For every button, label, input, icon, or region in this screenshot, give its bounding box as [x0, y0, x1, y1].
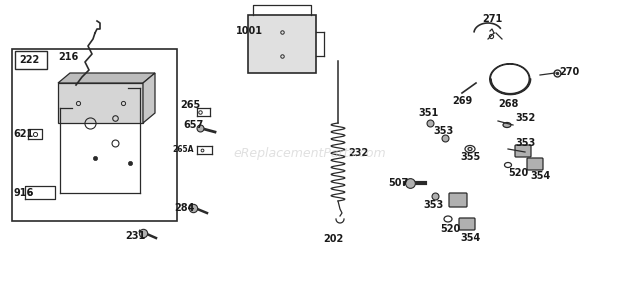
FancyBboxPatch shape [527, 158, 543, 170]
Text: 269: 269 [452, 96, 472, 106]
Text: 1001: 1001 [236, 26, 263, 36]
Text: 355: 355 [460, 152, 481, 162]
Text: 621: 621 [13, 129, 33, 139]
Ellipse shape [503, 123, 511, 128]
Polygon shape [143, 73, 155, 123]
Bar [58, 83, 143, 123]
Text: 268: 268 [498, 99, 518, 109]
Bar [12, 49, 177, 221]
Text: 265: 265 [180, 100, 200, 110]
Text: 231: 231 [125, 231, 145, 241]
Text: 657: 657 [183, 120, 203, 130]
Text: 284: 284 [174, 203, 195, 213]
Text: 232: 232 [348, 148, 368, 158]
FancyBboxPatch shape [449, 193, 467, 207]
Text: 520: 520 [440, 224, 460, 234]
Text: 202: 202 [323, 234, 343, 244]
Text: 354: 354 [460, 233, 481, 243]
FancyBboxPatch shape [515, 145, 531, 157]
Text: 916: 916 [13, 188, 33, 198]
Bar [15, 51, 47, 69]
Text: 354: 354 [530, 171, 551, 181]
Text: 507: 507 [388, 178, 408, 188]
Bar [248, 15, 316, 73]
Text: 265A: 265A [172, 145, 193, 154]
FancyBboxPatch shape [459, 218, 475, 230]
Text: 353: 353 [433, 126, 453, 136]
Text: 216: 216 [58, 52, 78, 62]
Text: 222: 222 [19, 55, 39, 65]
Text: 271: 271 [482, 14, 502, 24]
Polygon shape [58, 73, 155, 83]
Text: 353: 353 [515, 138, 535, 148]
Text: 351: 351 [418, 108, 438, 118]
Text: 352: 352 [515, 113, 535, 123]
Text: 520: 520 [508, 168, 528, 178]
Text: eReplacementParts.com: eReplacementParts.com [234, 147, 386, 160]
Text: 353: 353 [423, 200, 443, 210]
Text: 270: 270 [559, 67, 579, 77]
